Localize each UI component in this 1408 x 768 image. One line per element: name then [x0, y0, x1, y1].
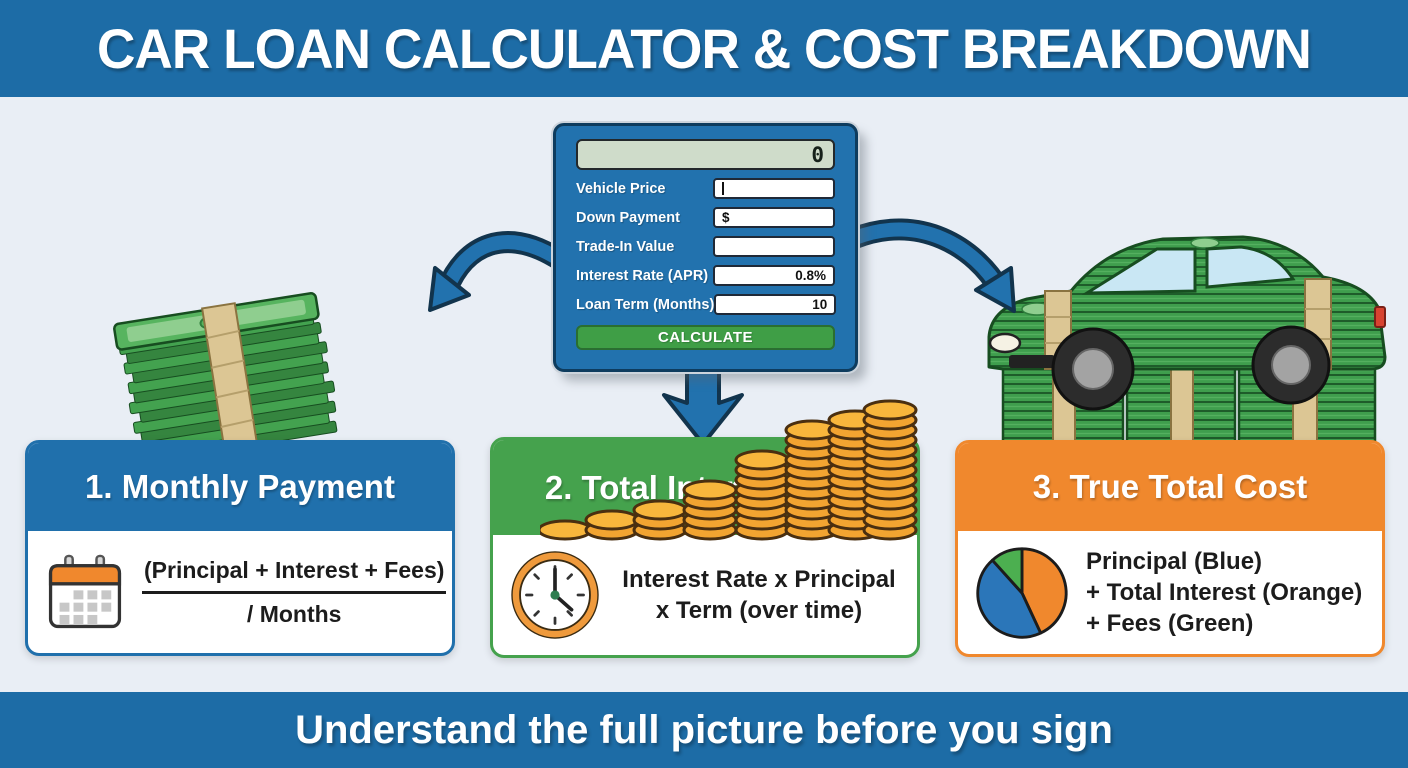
down-payment-label: Down Payment — [576, 209, 680, 226]
field-row-vehicle-price: Vehicle Price — [576, 178, 835, 199]
calculate-button[interactable]: CALCULATE — [576, 325, 835, 350]
interest-rate-label: Interest Rate (APR) — [576, 267, 709, 284]
card-total-interest-title: 2. Total Interest Paid — [493, 440, 917, 535]
trade-in-label: Trade-In Value — [576, 238, 675, 255]
field-row-trade-in: Trade-In Value — [576, 236, 835, 257]
interest-formula: Interest Rate x Principal x Term (over t… — [617, 564, 901, 626]
footer-banner: Understand the full picture before you s… — [0, 692, 1408, 768]
interest-formula-line1: Interest Rate x Principal — [622, 565, 896, 593]
card-monthly-payment: 1. Monthly Payment (Principal + Interest… — [25, 440, 455, 656]
loan-calculator-panel: 0 Vehicle Price Down Payment $ Trade-In … — [553, 123, 858, 372]
money-car-illustration — [987, 235, 1387, 457]
vehicle-price-label: Vehicle Price — [576, 180, 666, 197]
money-stack-illustration — [113, 292, 338, 463]
total-cost-breakdown: Principal (Blue) + Total Interest (Orang… — [1086, 546, 1366, 640]
down-payment-input[interactable]: $ — [713, 207, 835, 228]
formula-numerator: (Principal + Interest + Fees) — [142, 557, 447, 594]
loan-term-input[interactable]: 10 — [714, 294, 837, 315]
side-window — [1205, 245, 1296, 289]
card-total-interest: 2. Total Interest Paid — [490, 437, 920, 658]
grille — [1009, 355, 1055, 368]
page-title: CAR LOAN CALCULATOR & COST BREAKDOWN — [97, 17, 1312, 80]
loan-term-label: Loan Term (Months) — [576, 296, 715, 313]
calculator-display: 0 — [576, 139, 835, 170]
breakdown-line-principal: Principal (Blue) — [1086, 547, 1263, 575]
clock-icon — [511, 551, 599, 639]
card-true-total-cost: 3. True Total Cost Principal (Blue) + To… — [955, 440, 1385, 657]
monthly-payment-formula: (Principal + Interest + Fees) / Months — [142, 557, 447, 628]
field-row-interest-rate: Interest Rate (APR) 0.8% — [576, 265, 835, 286]
windshield — [1081, 247, 1197, 295]
text-cursor — [722, 182, 724, 195]
field-row-down-payment: Down Payment $ — [576, 207, 835, 228]
breakdown-line-interest: + Total Interest (Orange) — [1086, 578, 1363, 606]
footer-text: Understand the full picture before you s… — [295, 707, 1113, 752]
taillight — [1374, 306, 1386, 328]
interest-rate-input[interactable]: 0.8% — [713, 265, 835, 286]
breakdown-line-fees: + Fees (Green) — [1086, 610, 1254, 638]
trade-in-input[interactable] — [713, 236, 835, 257]
formula-denominator: / Months — [246, 600, 342, 627]
vehicle-price-input[interactable] — [713, 178, 835, 199]
arrow-left-icon — [428, 231, 571, 312]
field-row-loan-term: Loan Term (Months) 10 — [576, 294, 837, 315]
card-true-total-cost-title: 3. True Total Cost — [958, 443, 1382, 531]
title-banner: CAR LOAN CALCULATOR & COST BREAKDOWN — [0, 0, 1408, 97]
interest-formula-line2: x Term (over time) — [655, 597, 863, 624]
card-monthly-payment-title: 1. Monthly Payment — [28, 443, 452, 531]
calendar-icon — [48, 554, 122, 629]
pie-chart-icon — [976, 546, 1068, 639]
headlight — [988, 332, 1022, 354]
canvas: 0 Vehicle Price Down Payment $ Trade-In … — [0, 97, 1408, 692]
